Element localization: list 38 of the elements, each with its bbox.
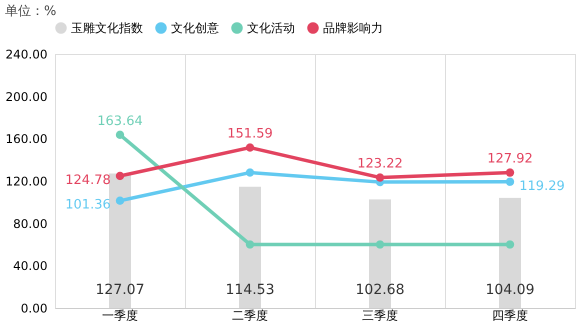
y-tick-label: 40.00 <box>13 259 48 274</box>
point <box>376 240 384 249</box>
data-label: 114.53 <box>226 282 274 298</box>
point <box>246 168 254 177</box>
y-tick-label: 240.00 <box>6 48 48 62</box>
data-label: 124.78 <box>65 172 111 188</box>
point <box>246 143 254 152</box>
legend-label: 玉雕文化指数 <box>71 21 143 35</box>
y-tick-label: 200.00 <box>6 90 48 104</box>
y-tick-label: 80.00 <box>13 216 48 231</box>
y-tick-label: 160.00 <box>6 132 48 146</box>
data-label: 151.59 <box>227 126 273 142</box>
legend-label: 品牌影响力 <box>323 21 383 35</box>
data-label: 104.09 <box>486 282 534 298</box>
data-label: 101.36 <box>65 198 111 213</box>
y-tick-label: 120.00 <box>6 174 48 188</box>
x-tick-label: 四季度 <box>492 308 528 322</box>
chart-title: 单位：% <box>5 4 56 19</box>
data-label: 123.22 <box>357 156 403 172</box>
data-label: 163.64 <box>97 114 143 129</box>
point <box>376 173 384 182</box>
point <box>506 168 514 177</box>
point <box>116 130 124 139</box>
legend-label: 文化活动 <box>247 21 295 35</box>
y-tick-label: 0.00 <box>20 302 48 316</box>
point <box>246 240 254 249</box>
legend-label: 文化创意 <box>171 21 219 35</box>
x-tick-label: 三季度 <box>362 308 398 322</box>
point <box>116 172 124 180</box>
x-tick-label: 一季度 <box>102 308 138 322</box>
point <box>506 240 514 249</box>
x-tick-label: 二季度 <box>232 308 268 322</box>
data-label: 127.92 <box>487 152 533 167</box>
data-label: 102.68 <box>356 282 404 298</box>
data-label: 127.07 <box>96 282 144 298</box>
point <box>116 196 124 205</box>
point <box>506 178 514 186</box>
data-label: 119.29 <box>519 178 565 194</box>
